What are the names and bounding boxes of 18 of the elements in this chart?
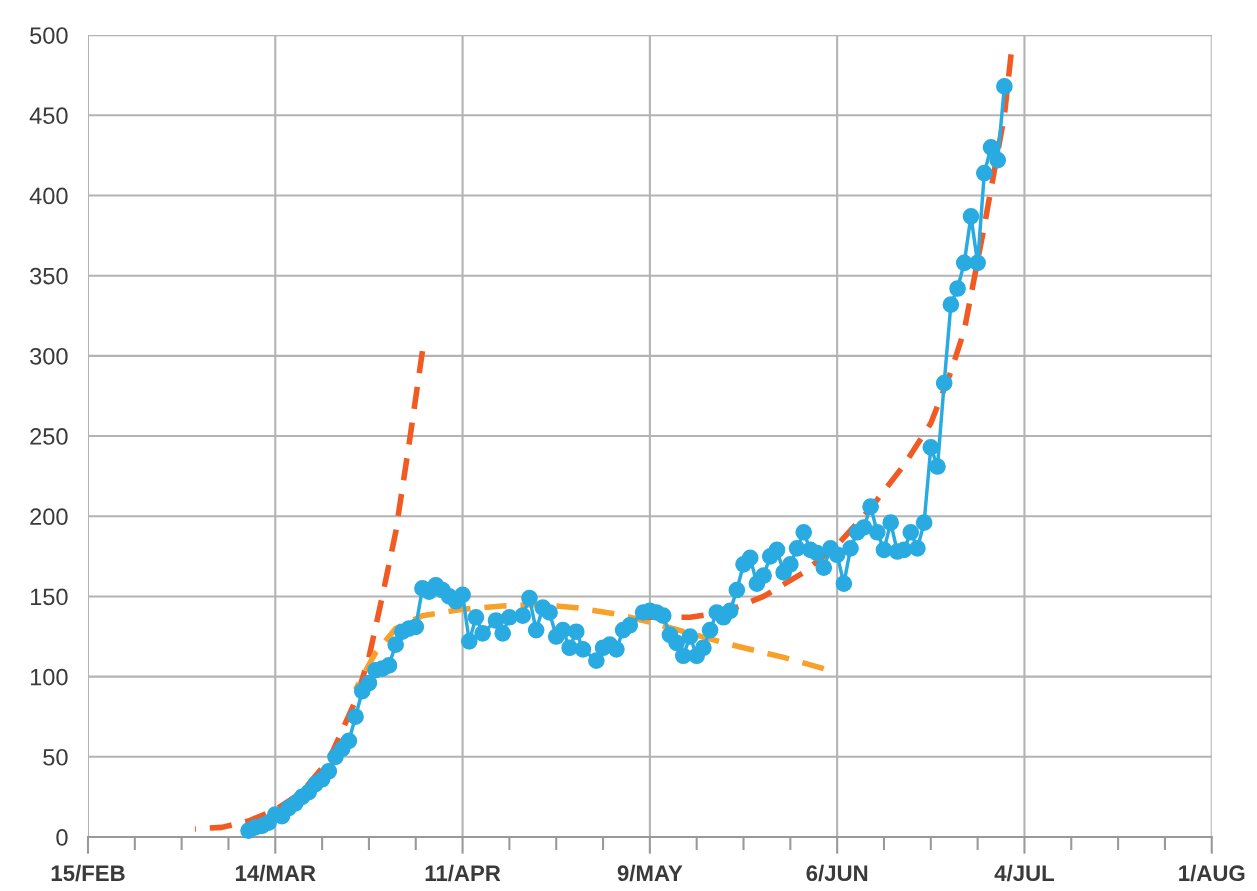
y-tick-label: 150 xyxy=(30,588,68,606)
y-tick-label: 50 xyxy=(43,748,68,766)
y-tick-label: 300 xyxy=(30,347,68,365)
x-tick-label: 11/APR xyxy=(425,864,501,882)
x-tick-label: 15/FEB xyxy=(51,864,125,882)
x-tick-label: 1/AUG xyxy=(1179,864,1245,882)
y-tick-label: 500 xyxy=(30,27,68,44)
x-tick-label: 4/JUL xyxy=(994,864,1055,882)
y-tick-label: 250 xyxy=(30,428,68,445)
y-tick-label: 450 xyxy=(29,107,68,125)
x-tick-label: 9/MAY xyxy=(617,864,683,882)
y-tick-label: 350 xyxy=(30,267,68,285)
x-tick-label: 6/JUN xyxy=(806,864,868,882)
y-tick-label: 100 xyxy=(30,668,68,686)
y-tick-label: 0 xyxy=(56,829,68,846)
y-tick-label: 200 xyxy=(30,508,68,526)
x-tick-label: 14/MAR xyxy=(235,864,316,882)
y-tick-label: 400 xyxy=(29,187,68,205)
